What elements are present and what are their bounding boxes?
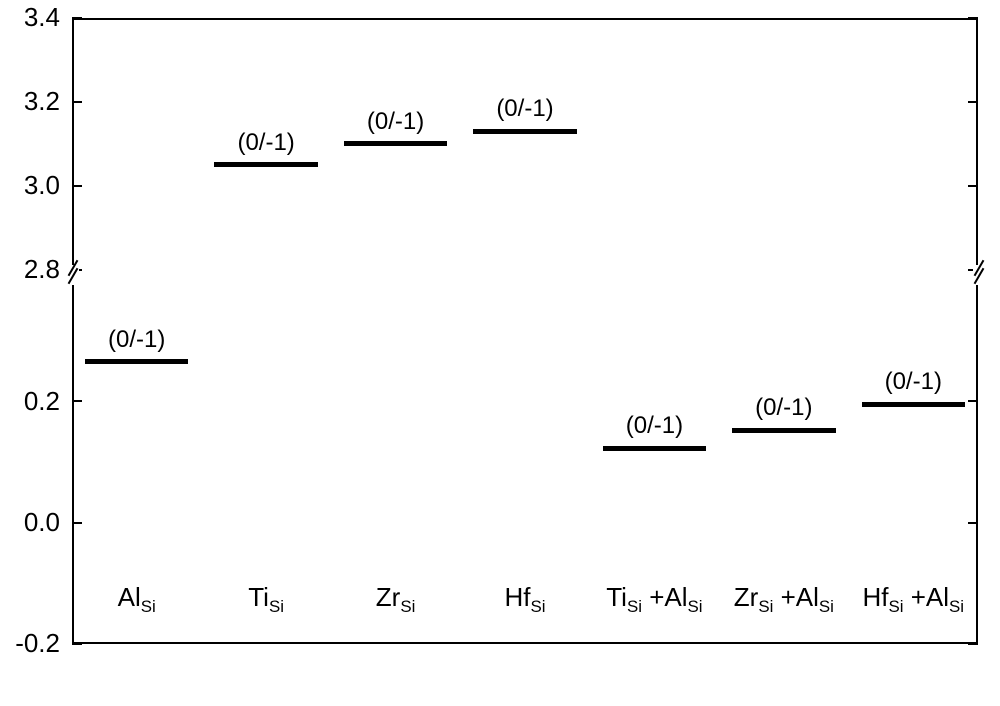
y-tick-label: 3.2 [0,86,60,117]
x-category-label: TiSi +AlSi [590,582,719,617]
x-category-label: TiSi [201,582,330,617]
level-annotation: (0/-1) [603,412,707,440]
y-tick-label: 0.0 [0,507,60,538]
energy-level-bar [732,428,836,433]
x-category-label: HfSi +AlSi [849,582,978,617]
y-tick [968,185,978,187]
energy-level-chart: -0.2 0.0 0.2 2.8 3.0 3.2 3.4 AlSiTiSiZrSiHfSiTi… [0,0,1000,706]
y-tick [72,17,82,19]
energy-level-bar [85,359,189,364]
y-tick-label: 2.8 [0,254,60,285]
y-tick [72,101,82,103]
y-tick-label: -0.2 [0,628,60,659]
x-category-label: ZrSi +AlSi [719,582,848,617]
y-tick-label: 0.2 [0,386,60,417]
level-annotation: (0/-1) [85,326,189,354]
y-tick [72,643,82,645]
level-annotation: (0/-1) [862,368,966,396]
energy-level-bar [603,446,707,451]
y-tick [968,400,978,402]
x-category-label: ZrSi [331,582,460,617]
energy-level-bar [473,129,577,134]
y-tick [72,400,82,402]
x-category-label: AlSi [72,582,201,617]
y-tick [968,643,978,645]
energy-level-bar [214,162,318,167]
y-tick [72,522,82,524]
y-tick-label: 3.0 [0,170,60,201]
level-annotation: (0/-1) [344,108,448,136]
energy-level-bar [344,141,448,146]
level-annotation: (0/-1) [732,394,836,422]
energy-level-bar [862,402,966,407]
x-category-label: HfSi [460,582,589,617]
y-tick [72,185,82,187]
y-tick-label: 3.4 [0,2,60,33]
level-annotation: (0/-1) [214,129,318,157]
level-annotation: (0/-1) [473,95,577,123]
y-tick [968,522,978,524]
y-tick [968,101,978,103]
y-tick [968,17,978,19]
